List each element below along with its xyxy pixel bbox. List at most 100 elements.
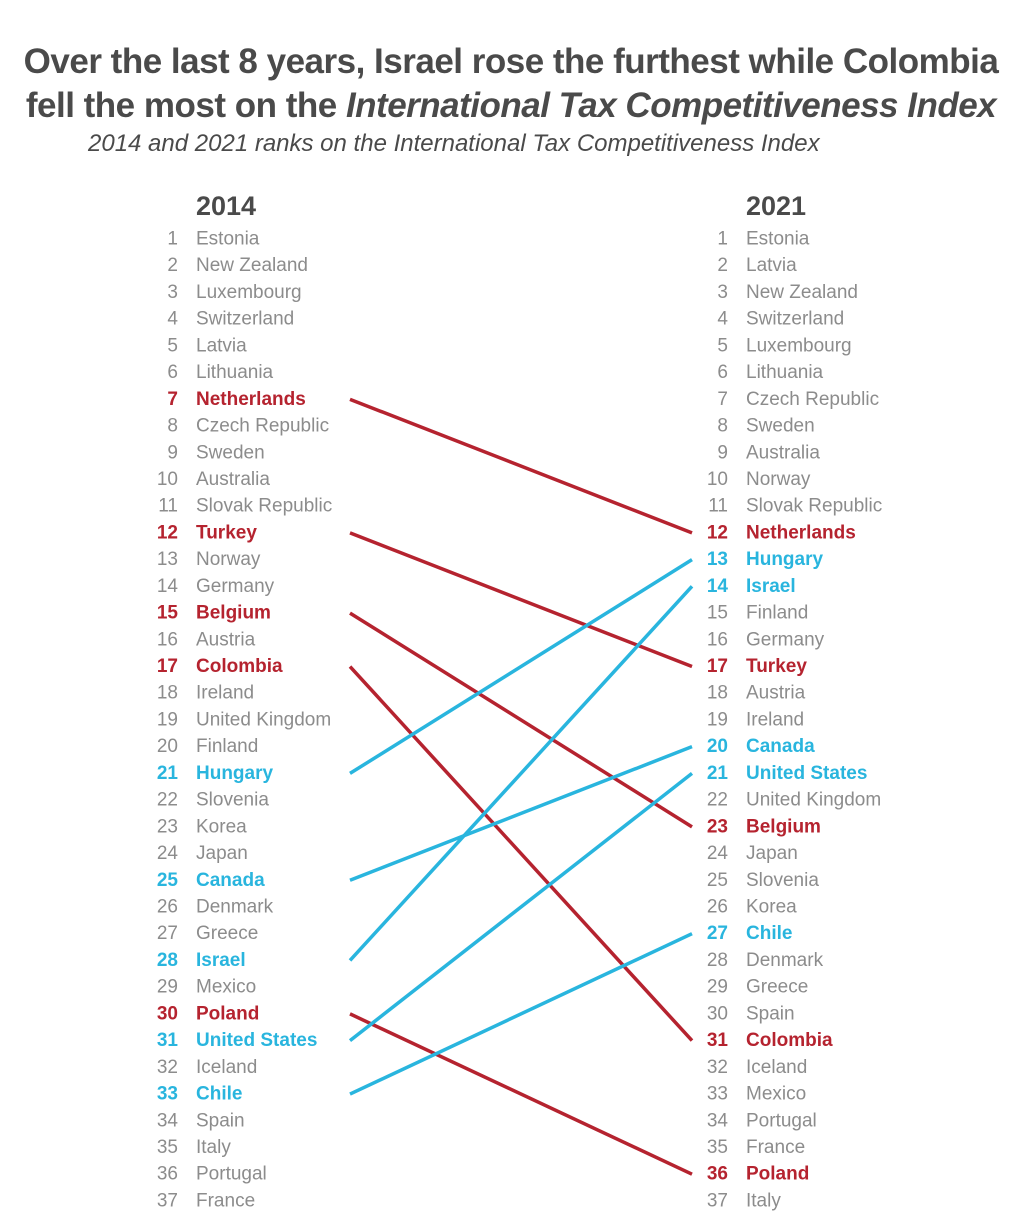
right-rank-32: 32 [707, 1057, 728, 1078]
right-country-mexico: Mexico [746, 1084, 806, 1105]
left-country-netherlands: Netherlands [196, 389, 306, 410]
right-rank-15: 15 [707, 603, 728, 624]
right-country-turkey: Turkey [746, 656, 807, 677]
right-rank-2: 2 [717, 255, 728, 276]
left-country-switzerland: Switzerland [196, 309, 294, 330]
right-rank-22: 22 [707, 790, 728, 811]
right-rank-27: 27 [707, 923, 728, 944]
left-country-japan: Japan [196, 843, 248, 864]
right-country-belgium: Belgium [746, 816, 821, 837]
left-country-finland: Finland [196, 736, 258, 757]
left-country-slovak-republic: Slovak Republic [196, 496, 332, 517]
left-rank-10: 10 [157, 469, 178, 490]
right-country-france: France [746, 1137, 805, 1158]
right-country-chile: Chile [746, 923, 792, 944]
left-rank-22: 22 [157, 790, 178, 811]
left-rank-32: 32 [157, 1057, 178, 1078]
left-rank-24: 24 [157, 843, 179, 864]
title-line-2-plain: fell the most on the [25, 86, 346, 125]
left-country-spain: Spain [196, 1110, 245, 1131]
right-country-united-kingdom: United Kingdom [746, 790, 881, 811]
right-country-israel: Israel [746, 576, 796, 597]
left-rank-1: 1 [167, 229, 178, 250]
left-country-austria: Austria [196, 629, 256, 650]
right-rank-29: 29 [707, 977, 728, 998]
left-rank-36: 36 [157, 1164, 178, 1185]
title-line-2-italic: International Tax Competitiveness Index [345, 86, 997, 125]
left-rank-19: 19 [157, 709, 178, 730]
right-rank-13: 13 [707, 549, 728, 570]
right-rank-25: 25 [707, 870, 728, 891]
right-rank-35: 35 [707, 1137, 728, 1158]
left-rank-29: 29 [157, 977, 178, 998]
right-rank-11: 11 [708, 496, 728, 517]
left-country-lithuania: Lithuania [196, 362, 274, 383]
right-rank-9: 9 [717, 442, 728, 463]
connector-canada [349, 745, 693, 882]
right-country-new-zealand: New Zealand [746, 282, 858, 303]
left-rank-4: 4 [167, 309, 178, 330]
right-country-greece: Greece [746, 977, 808, 998]
right-country-iceland: Iceland [746, 1057, 807, 1078]
left-rank-2: 2 [167, 255, 178, 276]
right-rank-10: 10 [707, 469, 728, 490]
right-country-canada: Canada [746, 736, 815, 757]
right-rank-18: 18 [707, 683, 728, 704]
right-rank-16: 16 [707, 629, 728, 650]
left-country-turkey: Turkey [196, 522, 257, 543]
connector-poland [349, 1012, 693, 1176]
right-country-norway: Norway [746, 469, 811, 490]
left-rank-6: 6 [167, 362, 178, 383]
right-year-header: 2021 [746, 191, 806, 221]
right-country-spain: Spain [746, 1003, 795, 1024]
left-country-israel: Israel [196, 950, 246, 971]
left-country-new-zealand: New Zealand [196, 255, 308, 276]
right-country-denmark: Denmark [746, 950, 824, 971]
left-country-korea: Korea [196, 816, 247, 837]
right-rank-37: 37 [707, 1190, 728, 1211]
right-country-germany: Germany [746, 629, 825, 650]
left-country-germany: Germany [196, 576, 275, 597]
left-country-united-states: United States [196, 1030, 317, 1051]
left-rank-3: 3 [167, 282, 178, 303]
left-country-canada: Canada [196, 870, 265, 891]
left-rank-17: 17 [157, 656, 178, 677]
right-country-switzerland: Switzerland [746, 309, 844, 330]
right-rank-28: 28 [707, 950, 728, 971]
right-rank-24: 24 [707, 843, 729, 864]
right-rank-31: 31 [707, 1030, 729, 1051]
right-country-finland: Finland [746, 603, 808, 624]
left-country-estonia: Estonia [196, 229, 260, 250]
right-rank-14: 14 [707, 576, 729, 597]
right-country-colombia: Colombia [746, 1030, 833, 1051]
right-country-italy: Italy [746, 1190, 781, 1211]
left-country-mexico: Mexico [196, 977, 256, 998]
right-country-lithuania: Lithuania [746, 362, 824, 383]
right-rank-26: 26 [707, 897, 728, 918]
left-country-colombia: Colombia [196, 656, 283, 677]
right-country-hungary: Hungary [746, 549, 824, 570]
left-country-iceland: Iceland [196, 1057, 257, 1078]
right-rank-3: 3 [717, 282, 728, 303]
right-country-portugal: Portugal [746, 1110, 817, 1131]
left-rank-37: 37 [157, 1190, 178, 1211]
right-country-united-states: United States [746, 763, 867, 784]
right-rank-12: 12 [707, 522, 728, 543]
right-rank-17: 17 [707, 656, 728, 677]
connector-colombia [348, 665, 694, 1042]
left-country-chile: Chile [196, 1084, 242, 1105]
left-rank-8: 8 [167, 416, 178, 437]
left-country-norway: Norway [196, 549, 261, 570]
left-rank-18: 18 [157, 683, 178, 704]
right-rank-6: 6 [717, 362, 728, 383]
left-rank-9: 9 [167, 442, 178, 463]
right-rank-33: 33 [707, 1084, 728, 1105]
right-country-australia: Australia [746, 442, 820, 463]
left-year-header: 2014 [196, 191, 256, 221]
title-line-1: Over the last 8 years, Israel rose the f… [23, 42, 999, 81]
right-country-czech-republic: Czech Republic [746, 389, 879, 410]
connector-united-states [348, 772, 694, 1042]
chart-subtitle: 2014 and 2021 ranks on the International… [88, 130, 820, 157]
